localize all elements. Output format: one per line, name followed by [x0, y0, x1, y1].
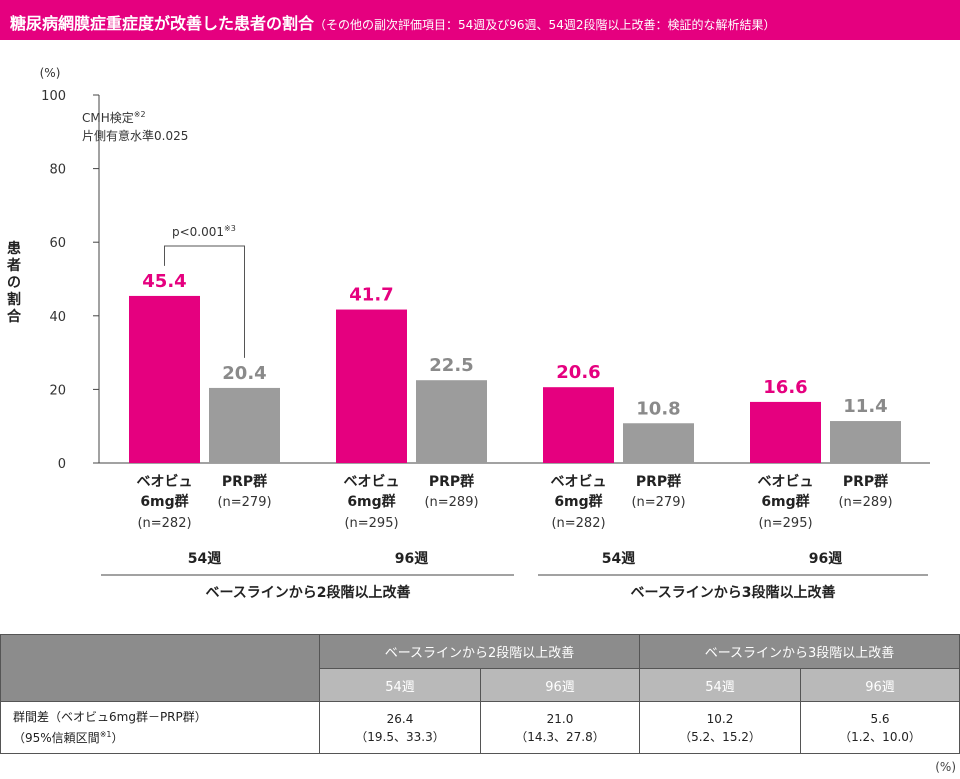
bar: [750, 401, 821, 463]
category-label: 6mg群: [554, 493, 602, 510]
category-label: PRP群: [222, 473, 267, 490]
table-corner: [0, 634, 320, 702]
category-n-label: (n=289): [424, 495, 478, 510]
table-cell: 26.4 （19.5、33.3）: [319, 701, 481, 754]
bar-value-label: 20.6: [556, 362, 600, 383]
y-tick-label: 100: [41, 89, 66, 104]
difference-table: ベースラインから2段階以上改善 ベースラインから3段階以上改善 54週 96週 …: [0, 634, 960, 754]
title-banner: 糖尿病網膜症重症度が改善した患者の割合（その他の副次評価項目：54週及び96週、…: [0, 0, 960, 40]
category-label: PRP群: [429, 473, 474, 490]
category-label: 6mg群: [347, 493, 395, 510]
table-row-label: 群間差（ベオビュ6mg群－PRP群） （95%信頼区間※1）: [0, 701, 320, 754]
significance-bracket: [164, 245, 245, 358]
bar-value-label: 20.4: [222, 363, 266, 384]
category-label: ベオビュ: [551, 474, 607, 490]
y-tick-label: 20: [49, 383, 66, 398]
table-header-section-3: ベースラインから3段階以上改善: [639, 634, 960, 669]
category-label: 6mg群: [140, 493, 188, 510]
y-axis-label: 者: [7, 258, 21, 274]
section-label: ベースラインから3段階以上改善: [630, 584, 835, 601]
y-axis-label: 患: [7, 240, 21, 257]
y-axis-label: 割: [7, 291, 21, 308]
bar: [543, 387, 614, 463]
section-label: ベースラインから2段階以上改善: [205, 584, 410, 601]
bar: [209, 387, 280, 463]
category-label: PRP群: [843, 473, 888, 490]
test-note: CMH検定※2: [82, 110, 146, 125]
category-n-label: (n=279): [631, 495, 685, 510]
week-label: 96週: [809, 551, 842, 567]
table-header-week: 54週: [639, 668, 801, 702]
y-axis-label: の: [7, 275, 21, 291]
row-label-line-1: 群間差（ベオビュ6mg群－PRP群）: [13, 710, 207, 724]
bar-value-label: 16.6: [763, 377, 807, 398]
chart-subtitle: （その他の副次評価項目：54週及び96週、54週2段階以上改善：検証的な解析結果…: [314, 18, 776, 32]
y-axis-unit: (%): [40, 66, 61, 80]
table-header-week: 96週: [480, 668, 640, 702]
table-header-section-2: ベースラインから2段階以上改善: [319, 634, 640, 669]
category-n-label: (n=289): [838, 495, 892, 510]
table-header-week: 96週: [800, 668, 960, 702]
row-label-line-2: （95%信頼区間※1）: [13, 730, 124, 745]
category-label: 6mg群: [761, 493, 809, 510]
y-axis-label: 合: [7, 308, 22, 325]
category-n-label: (n=295): [758, 516, 812, 531]
bar-value-label: 45.4: [142, 271, 186, 292]
bar: [623, 423, 694, 463]
category-n-label: (n=295): [344, 516, 398, 531]
y-tick-label: 40: [49, 310, 66, 325]
bar-value-label: 11.4: [843, 396, 887, 417]
bar-value-label: 41.7: [349, 285, 393, 306]
category-label: ベオビュ: [758, 474, 814, 490]
bar-chart: (%) 0 20 40 60 80 100 患者の割合 CMH検定※2 片側有意水準0.025 45…: [7, 66, 930, 601]
bar-value-label: 22.5: [429, 355, 473, 376]
category-n-label: (n=282): [137, 516, 191, 531]
y-tick-label: 80: [49, 163, 66, 178]
table-header-week: 54週: [319, 668, 481, 702]
test-note: 片側有意水準0.025: [82, 128, 188, 143]
week-label: 54週: [602, 551, 635, 567]
category-n-label: (n=282): [551, 516, 605, 531]
category-label: ベオビュ: [344, 474, 400, 490]
category-label: PRP群: [636, 473, 681, 490]
bar: [416, 380, 487, 463]
y-tick-label: 60: [49, 236, 66, 251]
table-unit-note: (%): [935, 760, 956, 774]
table-cell: 5.6 （1.2、10.0）: [800, 701, 960, 754]
bar: [830, 421, 901, 463]
week-label: 96週: [395, 551, 428, 567]
bar: [129, 295, 200, 463]
category-n-label: (n=279): [217, 495, 271, 510]
category-label: ベオビュ: [137, 474, 193, 490]
table-cell: 21.0 （14.3、27.8）: [480, 701, 640, 754]
chart-title: 糖尿病網膜症重症度が改善した患者の割合（その他の副次評価項目：54週及び96週、…: [10, 14, 776, 33]
table-cell: 10.2 （5.2、15.2）: [639, 701, 801, 754]
y-tick-label: 0: [58, 457, 66, 472]
p-value-label: p<0.001※3: [172, 224, 236, 239]
week-label: 54週: [188, 551, 221, 567]
bar: [336, 309, 407, 463]
bar-value-label: 10.8: [636, 398, 680, 419]
